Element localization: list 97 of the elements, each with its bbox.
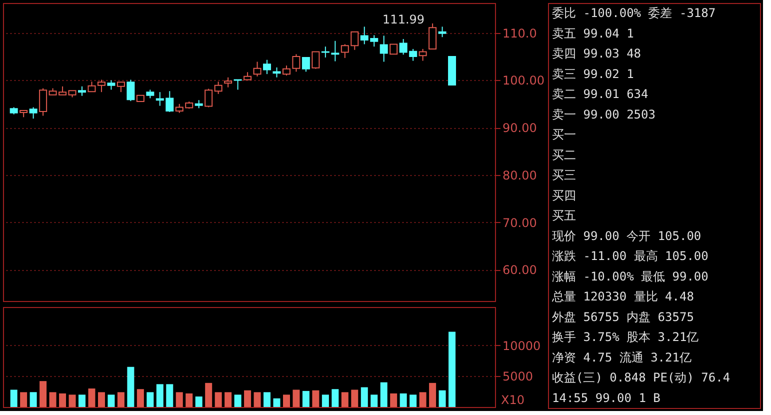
bar [390, 393, 398, 407]
bar [292, 390, 300, 407]
bar [224, 392, 232, 407]
y-tick-label: 100.00 [502, 74, 544, 88]
text: 换手 3.75% 股本 3.21亿 [552, 330, 699, 344]
text: 收益(三) 0.848 PE(动) 76.4 [552, 370, 730, 385]
bar [332, 389, 339, 407]
bar [20, 392, 28, 407]
candlestick [224, 76, 232, 88]
bar [117, 392, 124, 407]
candlestick [302, 56, 310, 72]
candlestick [97, 79, 106, 93]
text: 14:55 99.00 1 B [552, 390, 660, 405]
candlestick [116, 82, 125, 93]
bar [264, 392, 271, 407]
candlestick [107, 80, 116, 90]
bar [410, 394, 417, 407]
bar [214, 392, 222, 407]
candlestick [438, 26, 446, 38]
bar [234, 394, 242, 407]
candlestick [263, 59, 272, 75]
text: 现价 99.00 今开 105.00 [552, 228, 702, 243]
bar [351, 390, 358, 407]
text: 卖五 99.04 1 [552, 26, 634, 40]
bar [273, 398, 280, 407]
candlestick [390, 44, 398, 55]
bar [136, 389, 144, 407]
candlestick [312, 51, 320, 70]
bar [380, 382, 388, 407]
bar [419, 392, 426, 407]
y-tick-label: 60.00 [502, 263, 537, 278]
annotation: 111.99 [382, 12, 425, 26]
y-tick-label: 110.0 [502, 26, 537, 40]
bar [244, 390, 252, 407]
bar [438, 390, 446, 407]
bar [30, 392, 37, 407]
candlestick [78, 86, 86, 96]
candlestick [380, 35, 388, 62]
text: 外盘 56755 内盘 63575 [552, 310, 694, 324]
candlestick [272, 66, 281, 78]
candlestick [88, 81, 96, 92]
candlestick [418, 48, 427, 62]
text: 涨跌 -11.00 最高 105.00 [552, 249, 708, 264]
bar [254, 392, 261, 407]
text: 总量 120330 量比 4.48 [551, 290, 694, 304]
bar [341, 392, 348, 407]
bar [78, 394, 86, 407]
bar [127, 366, 134, 407]
bar [205, 382, 212, 407]
text: 卖三 99.02 1 [552, 66, 634, 81]
bar [282, 394, 290, 407]
bar [429, 382, 436, 407]
bar [448, 332, 456, 407]
y-tick-label: 80.00 [502, 168, 537, 182]
text: 卖四 99.03 48 [552, 46, 642, 61]
bar [59, 393, 66, 407]
text: 卖二 99.01 634 [552, 87, 648, 102]
text: 涨幅 -10.00% 最低 99.00 [552, 269, 708, 284]
text: 买五 [552, 208, 576, 223]
text: X10 [501, 393, 524, 407]
bar [186, 393, 193, 407]
bar [322, 394, 329, 407]
text: 卖一 99.00 2503 [552, 107, 656, 122]
bar [400, 393, 407, 407]
text: 买三 [552, 168, 576, 182]
bar [312, 390, 320, 407]
text: 买二 [552, 148, 576, 162]
y-tick-label: 5000 [502, 370, 534, 384]
bar [88, 388, 96, 407]
text: 委比 -100.00% 委差 -3187 [552, 6, 716, 20]
text: 买四 [552, 188, 576, 202]
bar [166, 384, 174, 407]
bar [176, 392, 183, 407]
bar [68, 394, 76, 407]
candlestick [29, 106, 38, 120]
y-tick-label: 90.00 [502, 121, 537, 136]
bar [146, 392, 154, 407]
bar [360, 387, 368, 407]
bar [108, 394, 115, 407]
candlestick [253, 61, 262, 77]
bar [302, 390, 310, 407]
text: 买一 [552, 128, 576, 142]
candlestick [204, 88, 213, 108]
text: 净资 4.75 流通 3.21亿 [552, 350, 692, 364]
candlestick [214, 81, 222, 94]
candlestick [39, 88, 48, 116]
candlestick [126, 79, 135, 102]
bar [156, 384, 164, 407]
y-tick-label: 70.00 [502, 216, 537, 230]
bar [40, 381, 47, 407]
bar [98, 392, 105, 407]
bar [370, 394, 378, 407]
y-tick-label: 10000 [502, 338, 541, 353]
bar [49, 392, 56, 407]
bar [10, 390, 18, 407]
bar [195, 396, 202, 407]
candlestick [428, 22, 437, 50]
